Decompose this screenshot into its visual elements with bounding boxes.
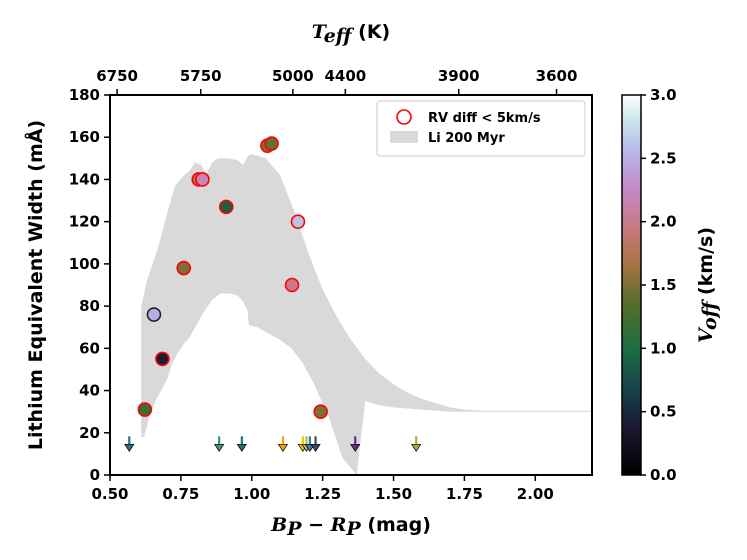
- top-axis-label: Teff (K): [312, 21, 391, 47]
- colorbar-tick-label: 2.5: [650, 149, 677, 167]
- top-tick-label: 5750: [180, 67, 222, 85]
- li-200myr-band: [141, 154, 592, 475]
- upper-limit-arrow: [124, 436, 135, 452]
- top-tick-label: 3600: [536, 67, 578, 85]
- top-axis-ticks: 6750 5750 5000 4400 3900 3600: [96, 67, 577, 95]
- data-point: [284, 277, 300, 293]
- y-tick-label: 120: [69, 213, 100, 231]
- upper-limit-head: [411, 443, 422, 452]
- y-axis-ticks: 0 20 40 60 80 100 120 140 160 180: [69, 86, 110, 484]
- y-tick-label: 140: [69, 170, 100, 188]
- data-point: [218, 199, 234, 215]
- upper-limit-arrow: [411, 436, 422, 452]
- legend-marker-rv: [396, 109, 412, 125]
- y-tick-label: 160: [69, 128, 100, 146]
- top-tick-label: 5000: [272, 67, 314, 85]
- y-axis-label: Lithium Equivalent Width (mÅ): [23, 120, 47, 450]
- upper-limit-arrow: [310, 436, 321, 452]
- y-tick-label: 0: [90, 466, 100, 484]
- colorbar-ticks: 0.0 0.5 1.0 1.5 2.0 2.5 3.0: [641, 86, 677, 484]
- y-tick-label: 60: [79, 339, 100, 357]
- upper-limit-arrow: [350, 436, 361, 452]
- data-point: [313, 404, 328, 419]
- data-point: [146, 307, 162, 322]
- upper-limit-head: [236, 443, 247, 452]
- upper-limit-arrow: [214, 436, 225, 452]
- x-tick-label: 0.75: [162, 485, 199, 503]
- legend-marker-band: [390, 131, 418, 143]
- data-point: [195, 172, 210, 187]
- x-tick-label: 1.75: [446, 485, 483, 503]
- x-axis-ticks: 0.50 0.75 1.00 1.25 1.50 1.75 2.00: [91, 475, 554, 503]
- colorbar-tick-label: 0.0: [650, 466, 677, 484]
- upper-limit-arrow: [277, 436, 289, 452]
- colorbar-tick-label: 1.5: [650, 276, 677, 294]
- y-tick-label: 100: [69, 255, 100, 273]
- colorbar-tick-label: 2.0: [650, 213, 677, 231]
- upper-limit-head: [310, 443, 321, 452]
- x-axis-label: BP − RP (mag): [270, 514, 431, 540]
- x-tick-label: 1.50: [375, 485, 412, 503]
- colorbar: [621, 94, 642, 476]
- plot-frame: [109, 94, 593, 476]
- upper-limit-head: [277, 443, 289, 452]
- x-tick-label: 0.50: [91, 485, 128, 503]
- legend: RV diff < 5km/s Li 200 Myr: [376, 100, 586, 157]
- y-tick-label: 180: [69, 86, 100, 104]
- band-layer: [141, 154, 592, 475]
- upper-limit-head: [214, 443, 225, 452]
- upper-limit-head: [350, 443, 361, 452]
- data-point: [176, 260, 192, 276]
- legend-label-band: Li 200 Myr: [428, 131, 505, 146]
- y-tick-label: 20: [79, 424, 100, 442]
- colorbar-tick-label: 0.5: [650, 403, 677, 421]
- top-tick-label: 4400: [324, 67, 366, 85]
- colorbar-label: Voff (km/s): [695, 227, 721, 343]
- colorbar-tick-label: 1.0: [650, 339, 677, 357]
- data-point: [264, 136, 279, 151]
- data-point: [290, 214, 306, 229]
- top-tick-label: 3900: [438, 67, 480, 85]
- top-tick-label: 6750: [96, 67, 138, 85]
- x-tick-label: 2.00: [517, 485, 554, 503]
- upper-limit-arrow: [236, 436, 247, 452]
- legend-label-rv: RV diff < 5km/s: [428, 111, 541, 126]
- data-point: [155, 351, 170, 367]
- legend-box: [376, 100, 586, 157]
- colorbar-tick-label: 3.0: [650, 86, 677, 104]
- y-tick-label: 80: [79, 297, 100, 315]
- x-tick-label: 1.25: [304, 485, 341, 503]
- marks-layer: [124, 136, 422, 452]
- upper-limit-head: [124, 443, 135, 452]
- y-tick-label: 40: [79, 382, 100, 400]
- data-point: [137, 402, 153, 417]
- x-tick-label: 1.00: [233, 485, 270, 503]
